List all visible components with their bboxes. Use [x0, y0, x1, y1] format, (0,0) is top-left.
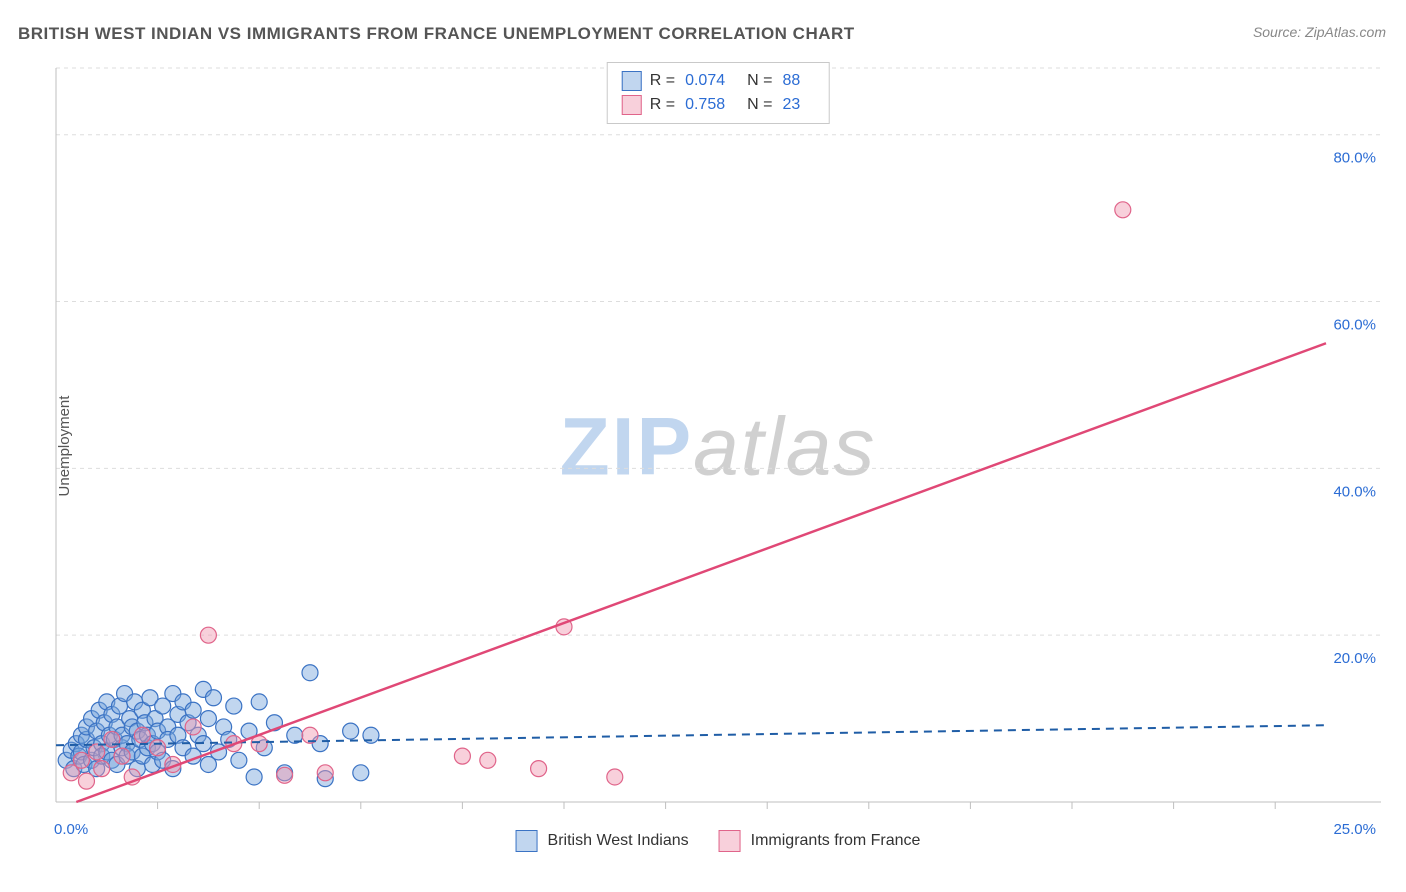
n-label: N = [747, 96, 772, 114]
svg-text:0.0%: 0.0% [54, 821, 88, 838]
data-point [343, 723, 359, 739]
r-label: R = [650, 96, 675, 114]
chart-container: BRITISH WEST INDIAN VS IMMIGRANTS FROM F… [0, 0, 1406, 892]
legend-bottom-swatch-bwi [516, 830, 538, 852]
data-point [150, 740, 166, 756]
legend-bottom-swatch-france [719, 830, 741, 852]
series-legend: British West Indians Immigrants from Fra… [516, 830, 921, 852]
n-label: N = [747, 72, 772, 90]
r-label: R = [650, 72, 675, 90]
data-point [134, 727, 150, 743]
data-point [1115, 202, 1131, 218]
data-point [114, 748, 130, 764]
legend-bottom-label-france: Immigrants from France [751, 832, 921, 850]
data-point [353, 765, 369, 781]
data-point [200, 711, 216, 727]
data-point [185, 719, 201, 735]
legend-bottom-label-bwi: British West Indians [548, 832, 689, 850]
svg-text:60.0%: 60.0% [1333, 317, 1376, 334]
data-point [454, 748, 470, 764]
data-point [251, 694, 267, 710]
data-point [277, 767, 293, 783]
svg-text:40.0%: 40.0% [1333, 483, 1376, 500]
svg-text:80.0%: 80.0% [1333, 150, 1376, 167]
legend-item-france: Immigrants from France [719, 830, 921, 852]
data-point [78, 773, 94, 789]
data-point [607, 769, 623, 785]
chart-title: BRITISH WEST INDIAN VS IMMIGRANTS FROM F… [18, 24, 855, 44]
data-point [317, 765, 333, 781]
legend-row-france: R = 0.758 N = 23 [622, 93, 815, 117]
data-point [231, 752, 247, 768]
svg-text:25.0%: 25.0% [1333, 821, 1376, 838]
data-point [73, 752, 89, 768]
data-point [246, 769, 262, 785]
n-value-bwi: 88 [782, 72, 800, 90]
r-value-france: 0.758 [685, 96, 725, 114]
n-value-france: 23 [782, 96, 800, 114]
plot-area: ZIPatlas 20.0%40.0%60.0%80.0%0.0%25.0% R… [50, 60, 1386, 850]
data-point [226, 698, 242, 714]
legend-row-bwi: R = 0.074 N = 88 [622, 69, 815, 93]
data-point [89, 744, 105, 760]
data-point [200, 627, 216, 643]
legend-swatch-france [622, 95, 642, 115]
trend-line [76, 343, 1326, 802]
legend-swatch-bwi [622, 71, 642, 91]
source-credit: Source: ZipAtlas.com [1253, 24, 1386, 40]
chart-svg: 20.0% 40.0% 60.0% 80.0% 0.0% 25.0% [50, 60, 1386, 850]
svg-text:20.0%: 20.0% [1333, 650, 1376, 667]
r-value-bwi: 0.074 [685, 72, 725, 90]
data-point [94, 761, 110, 777]
data-point [480, 752, 496, 768]
data-point [185, 702, 201, 718]
correlation-legend: R = 0.074 N = 88 R = 0.758 N = 23 [607, 62, 830, 124]
data-point [205, 690, 221, 706]
data-point [302, 665, 318, 681]
data-point [531, 761, 547, 777]
legend-item-bwi: British West Indians [516, 830, 689, 852]
